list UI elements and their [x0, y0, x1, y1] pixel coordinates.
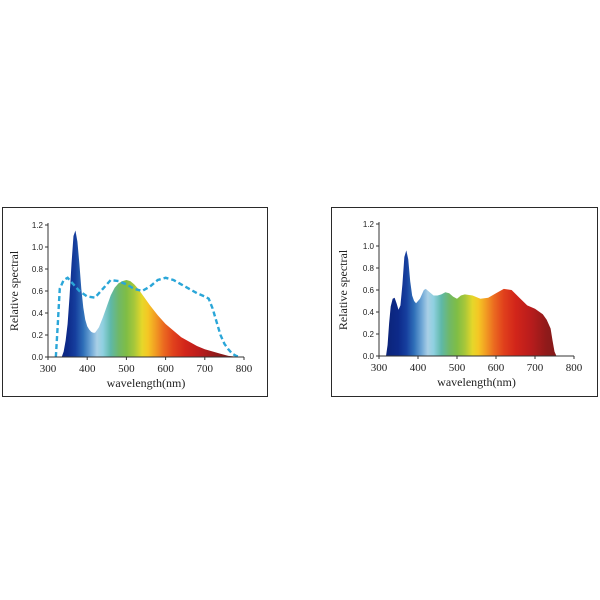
y-tick-label: 0.2 [363, 330, 375, 339]
y-tick-label: 0.4 [32, 309, 44, 318]
right-spectrum-chart: 0.0 0.2 0.4 0.6 0.8 1.0 1.2 300 400 500 600 700 800 w… [336, 220, 583, 389]
x-tick-label: 600 [488, 362, 505, 374]
y-tick-label: 1.0 [32, 243, 44, 252]
y-tick-label: 0.6 [32, 287, 44, 296]
right-spectrum-chart-panel: 0.0 0.2 0.4 0.6 0.8 1.0 1.2 300 400 500 600 700 800 w… [331, 207, 598, 397]
x-tick-label: 500 [118, 363, 135, 375]
left-spectrum-chart-panel: 0.0 0.2 0.4 0.6 0.8 1.0 1.2 300 400 500 600 700 800 w… [2, 207, 268, 397]
y-tick-label: 0.0 [363, 352, 375, 361]
y-axis-title: Relative spectral [336, 249, 350, 330]
x-tick-label: 800 [566, 362, 583, 374]
y-tick-label: 0.2 [32, 331, 44, 340]
x-tick-label: 700 [527, 362, 544, 374]
y-tick-label: 1.0 [363, 242, 375, 251]
x-tick-label: 500 [449, 362, 466, 374]
y-tick-label: 1.2 [363, 220, 375, 229]
x-tick-label: 400 [79, 363, 96, 375]
y-tick-label: 0.6 [363, 286, 375, 295]
x-tick-label: 800 [236, 363, 253, 375]
left-spectrum-chart: 0.0 0.2 0.4 0.6 0.8 1.0 1.2 300 400 500 600 700 800 w… [7, 221, 253, 390]
dashed-spectrum-line [54, 276, 241, 359]
x-tick-label: 700 [197, 363, 214, 375]
x-axis-title: wavelength(nm) [107, 376, 186, 390]
y-tick-label: 1.2 [32, 221, 44, 230]
y-tick-label: 0.0 [32, 353, 44, 362]
x-axis-title: wavelength(nm) [437, 375, 516, 389]
spectrum-area-series [61, 230, 243, 357]
y-axis-title: Relative spectral [7, 250, 21, 331]
x-tick-label: 400 [410, 362, 427, 374]
x-tick-label: 600 [157, 363, 174, 375]
y-tick-label: 0.4 [363, 308, 375, 317]
x-tick-label: 300 [40, 363, 57, 375]
y-tick-label: 0.8 [363, 264, 375, 273]
spectrum-area-series [386, 250, 557, 356]
y-tick-label: 0.8 [32, 265, 44, 274]
x-tick-label: 300 [371, 362, 388, 374]
